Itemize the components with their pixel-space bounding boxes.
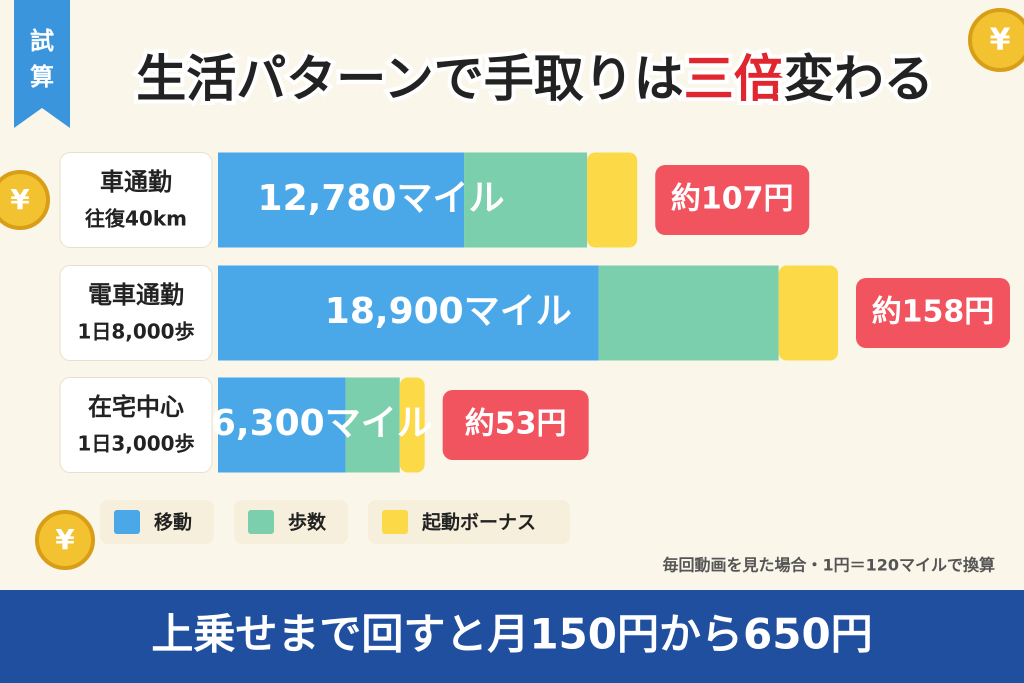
bar-segment [464, 152, 588, 248]
bar-segment [218, 377, 346, 473]
legend-swatch [114, 510, 140, 534]
yen-label: 約107円 [671, 182, 794, 217]
yen-badge [655, 165, 810, 235]
bar-segment [598, 265, 779, 361]
category-label: 電車通勤 [88, 281, 184, 309]
yen-badge [442, 390, 589, 460]
category-label: 在宅中心 [88, 393, 184, 421]
category-detail: 1日8,000歩 [77, 320, 194, 344]
bar-segment [218, 265, 599, 361]
badge-line: 算 [30, 63, 54, 91]
legend-label: 歩数 [288, 511, 327, 534]
total-label: 6,300マイル [211, 403, 433, 444]
category-box [59, 377, 213, 473]
title-part: 生活パターンで手取りは [136, 50, 684, 108]
legend-swatch [248, 510, 274, 534]
bar-segment [587, 152, 638, 248]
footer-text: 上乗せまで回すと月150円から650円 [151, 610, 872, 659]
bar-segment [778, 265, 838, 361]
title-part: 変わる [784, 50, 934, 108]
badge-line: 試 [30, 27, 54, 55]
coin [0, 170, 50, 230]
footer-banner [0, 590, 1024, 683]
legend-label: 起動ボーナス [421, 512, 536, 534]
category-detail: 1日3,000歩 [77, 432, 194, 456]
note: 毎回動画を見た場合・1円＝120マイルで換算 [662, 556, 995, 575]
bar-segment [399, 377, 425, 473]
legend-swatch [382, 510, 408, 534]
coin [968, 8, 1024, 72]
total-label: 18,900マイル [325, 291, 572, 332]
category-box [59, 265, 213, 361]
coin-symbol: ¥ [10, 183, 30, 216]
total-label: 12,780マイル [258, 178, 505, 219]
yen-label: 約158円 [872, 295, 995, 330]
yen-badge [856, 278, 1010, 348]
category-detail: 往復40km [85, 207, 187, 231]
legend-label: 移動 [154, 511, 192, 534]
legend-box [368, 500, 570, 544]
badge-ribbon [14, 0, 70, 128]
bar-segment [345, 377, 400, 473]
category-box [59, 152, 213, 248]
coin-symbol: ¥ [990, 23, 1011, 58]
coin [35, 510, 95, 570]
category-label: 車通勤 [100, 168, 172, 196]
title-highlight: 三倍 [684, 50, 784, 108]
bar-segment [218, 152, 465, 248]
yen-label: 約53円 [465, 407, 567, 442]
chart-title: 生活パターンで手取りは三倍変わる [136, 50, 934, 108]
coin-symbol: ¥ [55, 523, 75, 556]
